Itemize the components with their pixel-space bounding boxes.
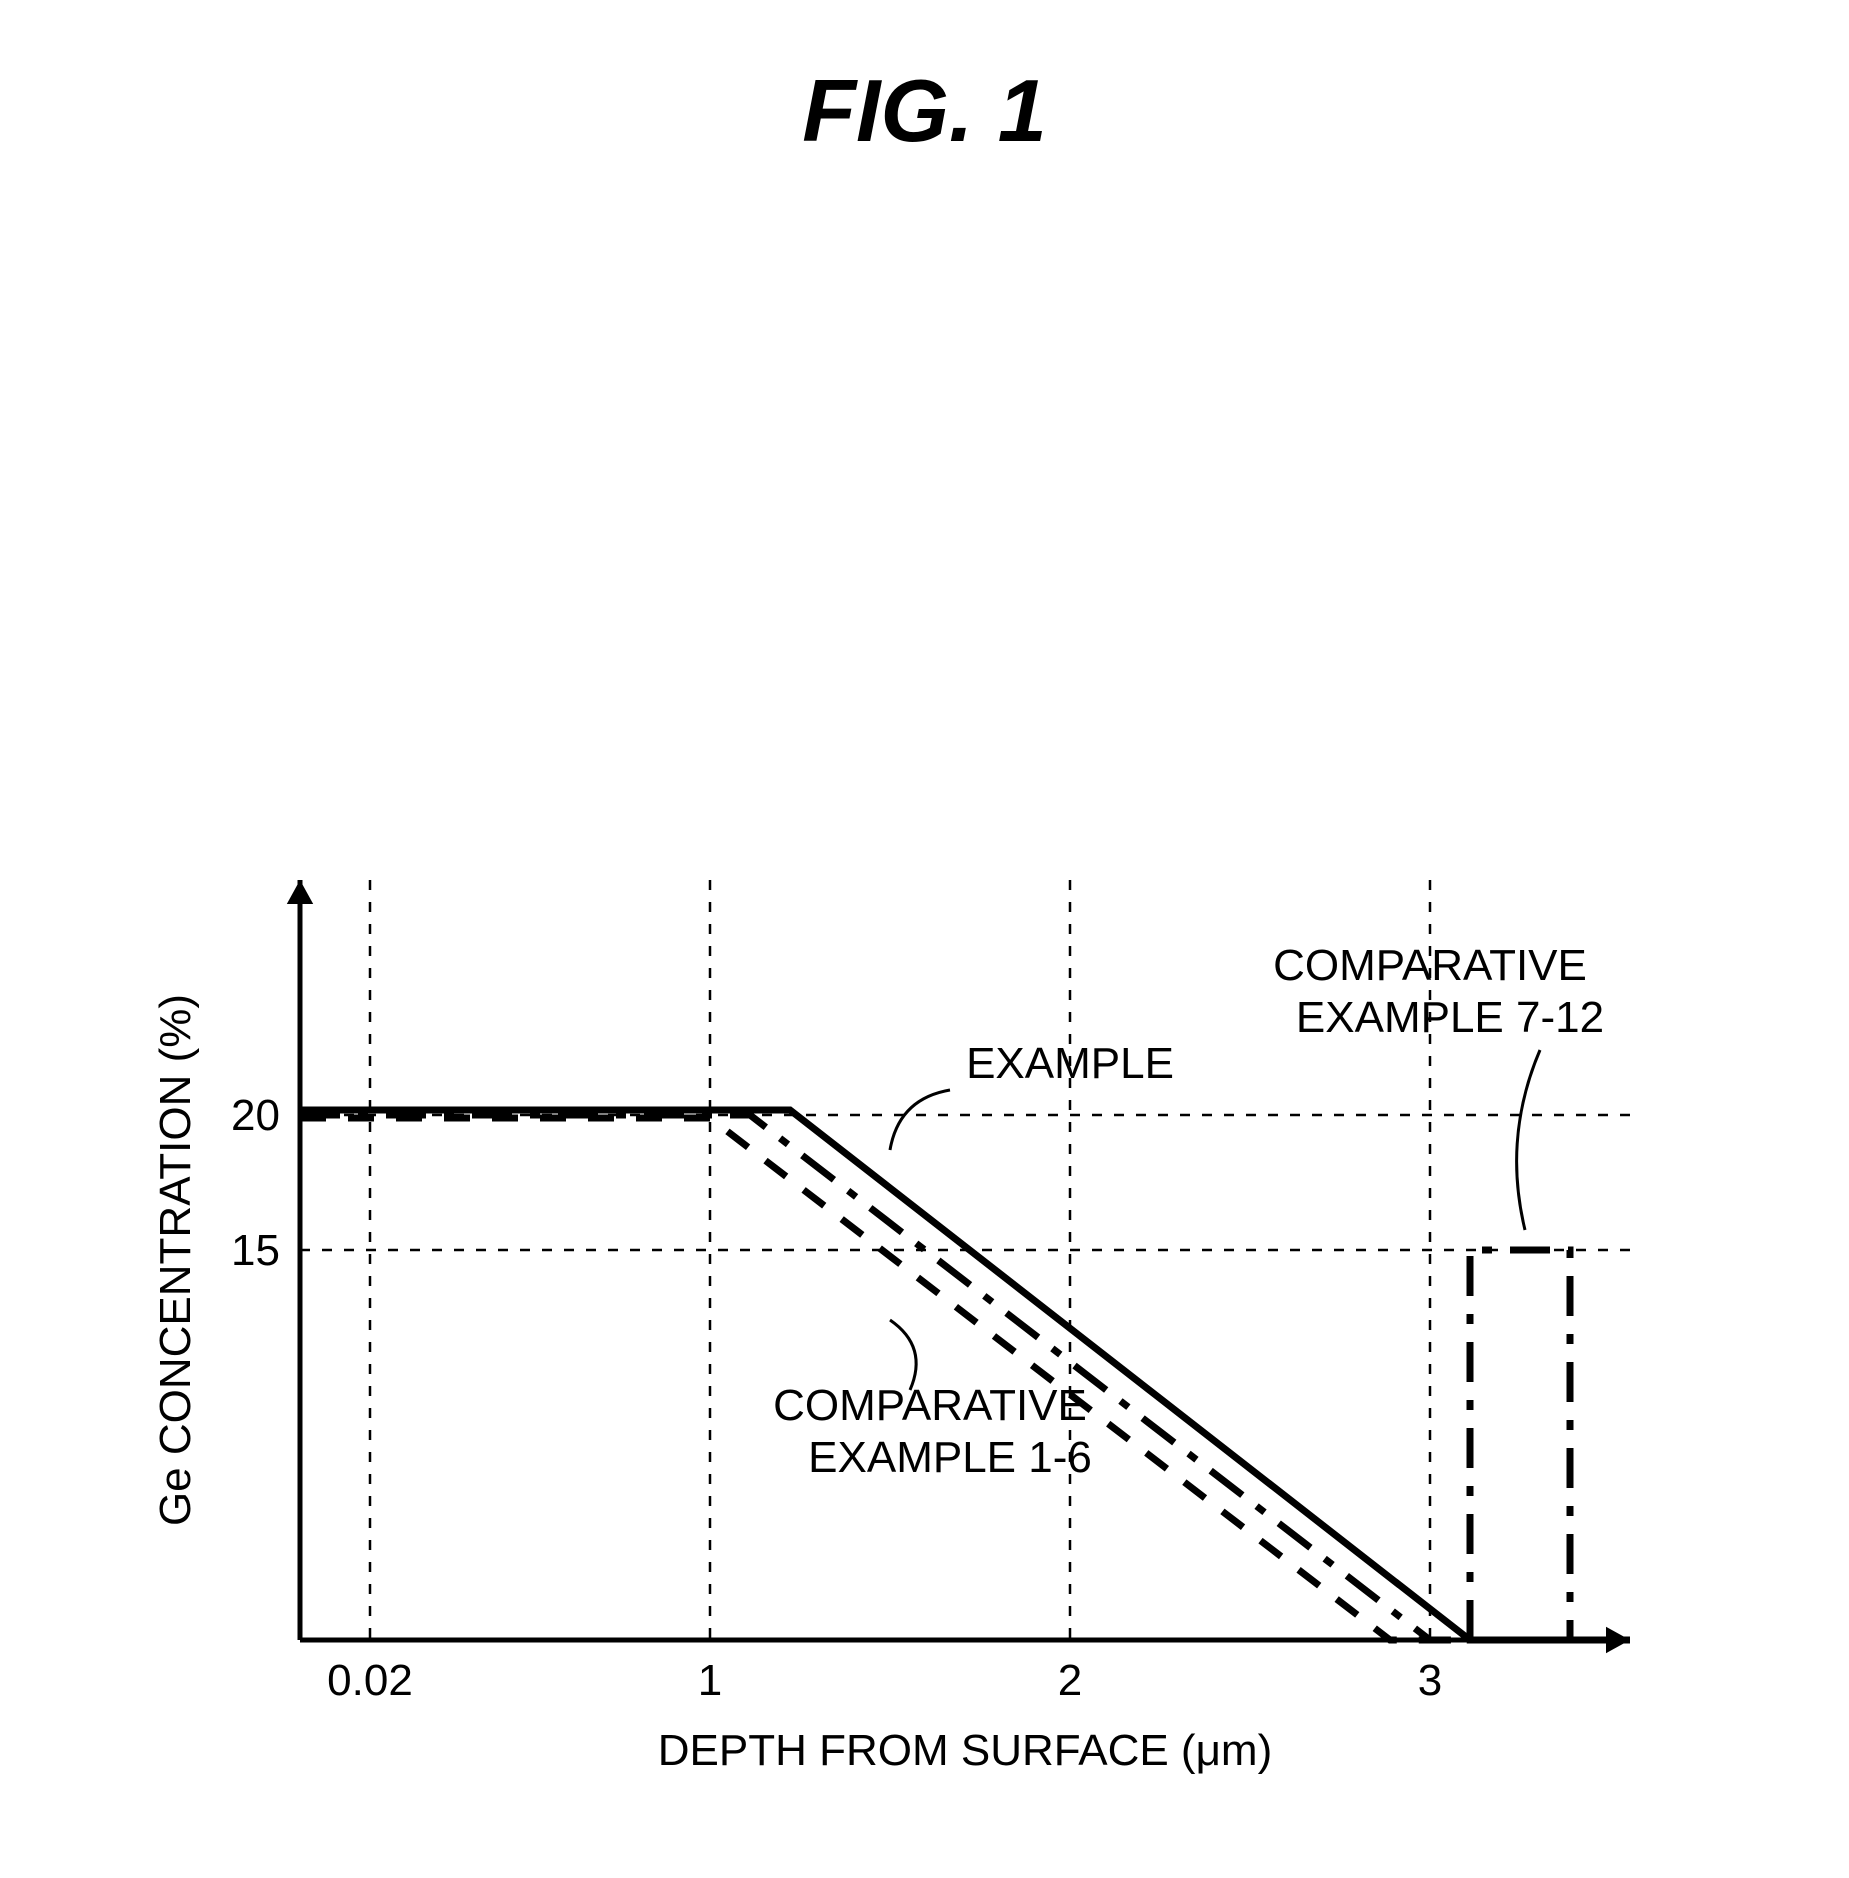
x-tick-label: 0.02 [327, 1656, 413, 1705]
x-tick-label: 3 [1418, 1656, 1442, 1705]
chart-container: 0.02 1 2 3 20 15 DEPTH FROM SURFACE (μm) Ge CON… [150, 860, 1710, 1780]
label-comp-7-12-line1: COMPARATIVE [1273, 941, 1587, 990]
chart-svg: 0.02 1 2 3 20 15 DEPTH FROM SURFACE (μm) Ge CON… [150, 860, 1710, 1780]
label-comp-1-6-line1: COMPARATIVE [773, 1381, 1087, 1430]
y-tick-label: 20 [231, 1091, 280, 1140]
figure-title-text: FIG. 1 [802, 61, 1047, 160]
y-tick-label: 15 [231, 1226, 280, 1275]
y-axis-label: Ge CONCENTRATION (%) [151, 994, 200, 1526]
x-tick-label: 2 [1058, 1656, 1082, 1705]
label-example: EXAMPLE [966, 1039, 1174, 1088]
x-tick-label: 1 [698, 1656, 722, 1705]
x-axis-label: DEPTH FROM SURFACE (μm) [658, 1726, 1272, 1775]
label-comp-7-12-line2: EXAMPLE 7-12 [1296, 993, 1604, 1042]
figure-title: FIG. 1 [0, 60, 1849, 162]
label-comp-1-6-line2: EXAMPLE 1-6 [808, 1433, 1092, 1482]
